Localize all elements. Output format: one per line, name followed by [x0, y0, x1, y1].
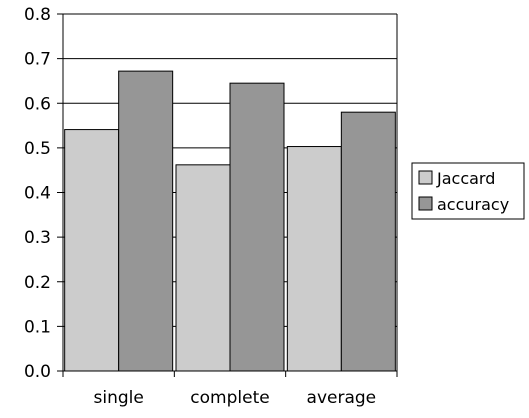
bar-accuracy-single [118, 70, 174, 372]
y-tick-label: 0.4 [24, 184, 51, 204]
y-tick-label: 0.3 [24, 228, 51, 248]
y-tick-label: 0.2 [24, 273, 51, 293]
bar-jaccard-single [64, 129, 120, 372]
legend-swatch-jaccard [418, 170, 433, 185]
bar-accuracy-complete [229, 82, 285, 372]
y-tick-labels: 0.0 0.1 0.2 0.3 0.4 0.5 0.6 0.7 0.8 [24, 5, 51, 382]
bar-jaccard-average [286, 146, 342, 372]
y-tick-label: 0.1 [24, 317, 51, 337]
y-tick-label: 0.7 [24, 50, 51, 70]
y-tick-label: 0.8 [24, 5, 51, 25]
legend-label-jaccard: Jaccard [436, 169, 495, 188]
legend-swatch-accuracy [418, 196, 433, 211]
y-tick-label: 0.0 [24, 362, 51, 382]
bars [64, 70, 396, 372]
bar-jaccard-complete [175, 164, 231, 372]
x-category-labels: single complete average [94, 388, 377, 408]
bar-accuracy-average [340, 111, 396, 372]
x-category-label: average [307, 388, 377, 408]
x-category-label: single [94, 388, 144, 408]
legend: Jaccard accuracy [411, 162, 525, 220]
y-tick-label: 0.5 [24, 139, 51, 159]
y-tick-label: 0.6 [24, 94, 51, 114]
legend-label-accuracy: accuracy [437, 195, 509, 214]
x-category-label: complete [190, 388, 269, 408]
axes [57, 13, 398, 377]
